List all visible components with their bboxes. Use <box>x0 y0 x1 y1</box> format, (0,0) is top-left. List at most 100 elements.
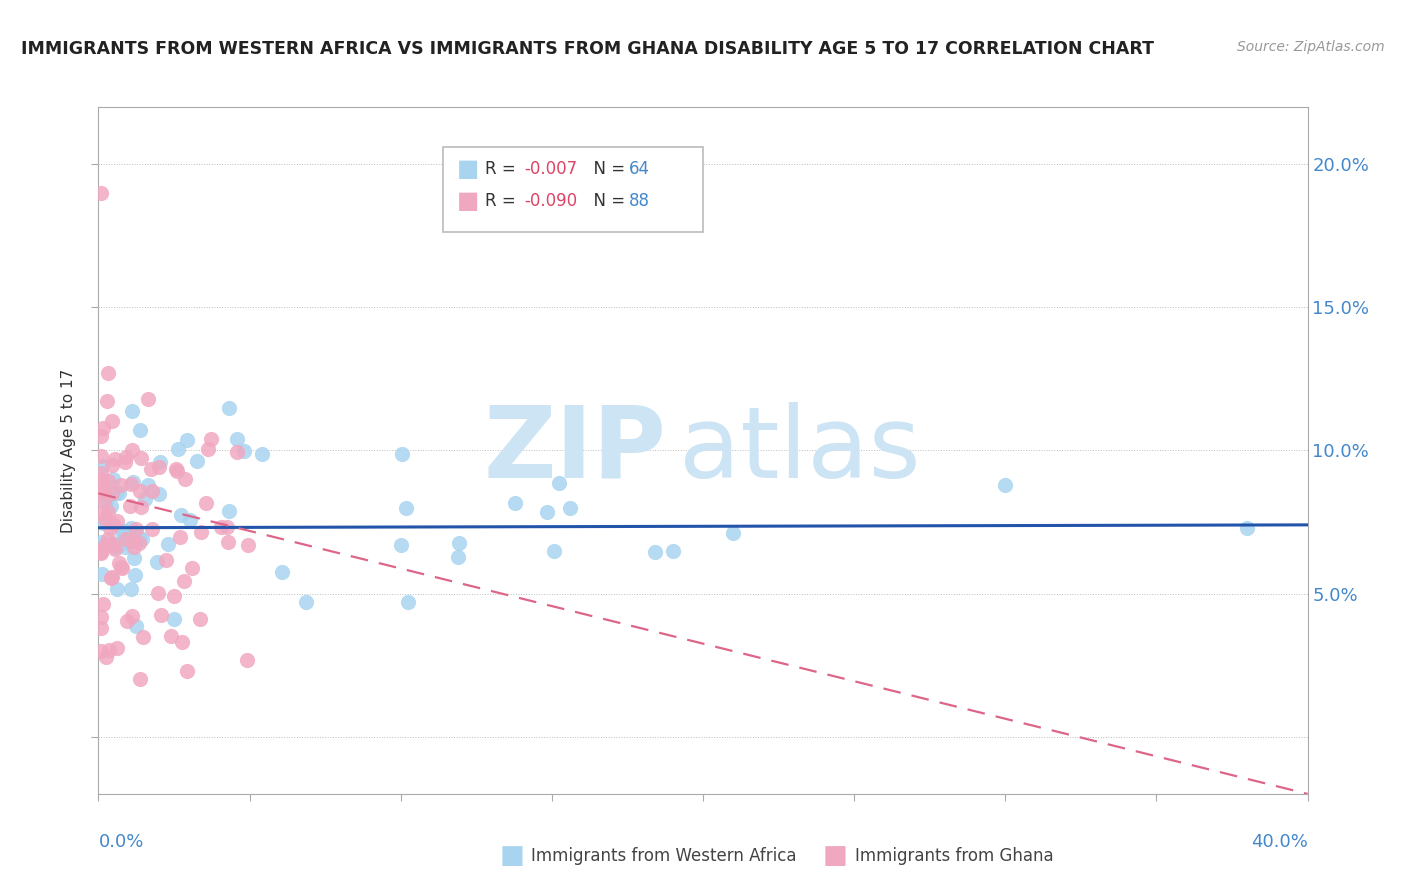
Text: -0.007: -0.007 <box>524 161 578 178</box>
Point <box>93 493 115 508</box>
Point <box>100 500 122 514</box>
Point <box>100 536 122 550</box>
Point <box>134 492 156 507</box>
Point <box>389 538 412 552</box>
Point <box>209 520 232 534</box>
Point <box>114 450 136 464</box>
Point <box>169 530 191 544</box>
Point <box>165 462 187 476</box>
Point <box>121 443 143 458</box>
Point <box>122 551 145 566</box>
Point <box>112 536 135 550</box>
Text: Immigrants from Ghana: Immigrants from Ghana <box>855 847 1053 865</box>
Point <box>172 634 194 648</box>
Point <box>136 392 159 406</box>
Point <box>250 447 273 461</box>
Point <box>111 524 134 539</box>
Point <box>270 566 292 580</box>
Point <box>295 594 318 608</box>
Point <box>114 455 136 469</box>
Text: ■: ■ <box>823 843 848 870</box>
Text: atlas: atlas <box>679 402 921 499</box>
Point <box>145 556 167 570</box>
Point <box>105 582 128 597</box>
Point <box>558 501 581 516</box>
Point <box>176 664 198 678</box>
Point <box>115 615 138 629</box>
Point <box>197 442 219 457</box>
Point <box>91 420 114 434</box>
Point <box>163 612 186 626</box>
Text: 40.0%: 40.0% <box>1251 833 1308 851</box>
Point <box>118 527 141 541</box>
Point <box>121 475 143 489</box>
Point <box>148 586 170 600</box>
Point <box>101 517 124 532</box>
Point <box>91 473 114 487</box>
Point <box>190 612 212 626</box>
Point <box>170 508 193 522</box>
Point <box>160 630 183 644</box>
Point <box>104 540 127 554</box>
Point <box>447 550 470 565</box>
Point <box>97 366 120 380</box>
Point <box>90 610 112 624</box>
Point <box>149 455 172 469</box>
Point <box>218 401 240 415</box>
Point <box>149 608 172 623</box>
Point <box>157 536 180 550</box>
Point <box>129 424 152 438</box>
Point <box>104 542 127 557</box>
Point <box>547 475 569 490</box>
Text: R =: R = <box>485 192 522 210</box>
Point <box>235 653 257 667</box>
Point <box>128 673 150 687</box>
Point <box>98 521 121 535</box>
Point <box>218 503 240 517</box>
Point <box>97 505 120 519</box>
Point <box>173 472 195 486</box>
Point <box>108 556 131 570</box>
Text: Immigrants from Western Africa: Immigrants from Western Africa <box>531 847 797 865</box>
Text: IMMIGRANTS FROM WESTERN AFRICA VS IMMIGRANTS FROM GHANA DISABILITY AGE 5 TO 17 C: IMMIGRANTS FROM WESTERN AFRICA VS IMMIGR… <box>21 40 1154 58</box>
Text: ■: ■ <box>457 158 479 181</box>
Point <box>543 544 565 558</box>
Point <box>233 443 256 458</box>
Point <box>90 186 112 200</box>
Point <box>121 609 143 624</box>
Point <box>90 644 112 658</box>
Point <box>167 442 190 456</box>
Point <box>110 561 132 575</box>
Point <box>90 545 112 559</box>
Point <box>101 458 124 472</box>
Point <box>166 465 188 479</box>
Text: N =: N = <box>583 161 631 178</box>
Point <box>105 486 128 500</box>
Point <box>91 598 114 612</box>
Point <box>115 532 138 546</box>
Point <box>132 630 155 644</box>
Point <box>105 514 128 528</box>
Point <box>141 483 163 498</box>
Point <box>90 481 112 495</box>
Point <box>125 619 148 633</box>
Point <box>122 534 145 549</box>
Point <box>723 526 745 541</box>
Point <box>644 545 666 559</box>
Point <box>112 531 135 545</box>
Point <box>97 474 120 488</box>
Point <box>141 462 163 476</box>
Point <box>91 507 114 521</box>
Point <box>536 505 558 519</box>
Point <box>94 538 117 552</box>
Point <box>181 560 204 574</box>
Point <box>90 429 112 443</box>
Point <box>120 477 142 491</box>
Point <box>503 496 526 510</box>
Point <box>110 477 132 491</box>
Point <box>91 566 114 581</box>
Point <box>97 532 120 546</box>
Text: N =: N = <box>583 192 631 210</box>
Point <box>91 459 114 474</box>
Point <box>994 478 1017 492</box>
